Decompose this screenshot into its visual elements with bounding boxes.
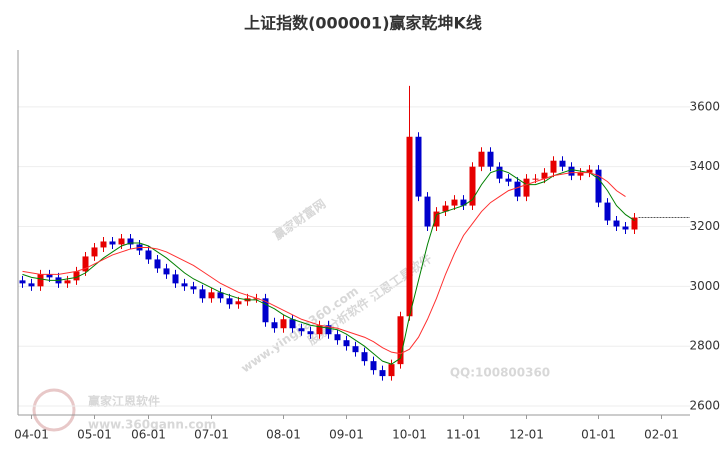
candle-body (568, 166, 575, 176)
candle-body (298, 328, 305, 332)
candle-body (109, 241, 116, 245)
candle-body (469, 166, 476, 206)
x-tick-label: 06-01 (131, 428, 166, 442)
logo (32, 388, 76, 432)
candle-body (172, 274, 179, 284)
candle-body (487, 151, 494, 167)
candle-body (433, 211, 440, 227)
candle-body (217, 292, 224, 299)
candle-body (577, 172, 584, 176)
candle-body (361, 352, 368, 362)
candle-body (595, 169, 602, 203)
x-tick-label: 07-01 (194, 428, 229, 442)
candle-body (631, 217, 638, 230)
candle-body (622, 226, 629, 230)
candle-body (478, 151, 485, 167)
y-tick-label: 3600 (689, 99, 720, 113)
candle-body (73, 271, 80, 281)
candle-body (415, 136, 422, 197)
y-tick-label: 2800 (689, 339, 720, 353)
candle-body (307, 331, 314, 335)
x-tick-label: 05-01 (77, 428, 112, 442)
candle-body (397, 316, 404, 365)
x-tick-label: 10-01 (392, 428, 427, 442)
chart-title: 上证指数(000001)赢家乾坤K线 (244, 14, 482, 33)
candle-body (208, 292, 215, 299)
candle-body (145, 250, 152, 260)
candle-body (586, 169, 593, 173)
x-tick-label: 02-01 (644, 428, 679, 442)
y-tick-label: 2600 (689, 399, 720, 413)
x-tick-label: 01-01 (581, 428, 616, 442)
candle-body (280, 319, 287, 329)
candle-body (541, 172, 548, 179)
candle-body (46, 274, 53, 278)
candle-body (235, 301, 242, 305)
y-tick-label: 3400 (689, 159, 720, 173)
watermark: www.360gann.com (88, 418, 216, 432)
watermark: 赢家江恩软件 (88, 394, 160, 409)
candle-body (289, 319, 296, 329)
watermark: QQ:100800360 (450, 366, 550, 380)
candle-body (91, 247, 98, 257)
candle-body (460, 199, 467, 206)
candle-body (316, 325, 323, 335)
y-tick-label: 3000 (689, 279, 720, 293)
candle-body (226, 298, 233, 305)
candle-body (181, 283, 188, 287)
candle-body (388, 364, 395, 377)
y-tick-label: 3200 (689, 219, 720, 233)
candle-body (406, 136, 413, 317)
x-tick-label: 09-01 (329, 428, 364, 442)
x-tick-label: 12-01 (509, 428, 544, 442)
candle-body (154, 259, 161, 269)
candle-body (127, 238, 134, 245)
candle-body (559, 160, 566, 167)
candle-body (37, 274, 44, 287)
candle-body (379, 370, 386, 377)
candle-body (604, 202, 611, 221)
candle-body (352, 346, 359, 353)
x-tick-label: 11-01 (446, 428, 481, 442)
candle-body (334, 334, 341, 341)
candle-body (28, 283, 35, 287)
candle-body (262, 298, 269, 323)
candle-body (343, 340, 350, 347)
candle-body (523, 178, 530, 197)
x-tick-label: 08-01 (266, 428, 301, 442)
candle-body (370, 361, 377, 371)
candle-body (451, 199, 458, 206)
candle-body (163, 268, 170, 275)
candle-body (505, 178, 512, 182)
candle-body (199, 289, 206, 299)
x-tick-label: 04-01 (14, 428, 49, 442)
candle-body (550, 160, 557, 173)
candle-body (514, 181, 521, 197)
candle-body (190, 286, 197, 290)
candle-body (19, 280, 26, 284)
candle-body (532, 178, 539, 180)
candle-body (613, 220, 620, 227)
candle-body (442, 205, 449, 212)
candle-body (64, 280, 71, 284)
candle-body (424, 196, 431, 227)
candle-body (271, 322, 278, 329)
moving-average-line (22, 172, 626, 355)
candle-body (496, 166, 503, 179)
candle-body (82, 256, 89, 272)
candle-body (118, 238, 125, 245)
candle-body (100, 241, 107, 248)
candle-body (325, 325, 332, 335)
moving-average-line (22, 169, 635, 365)
